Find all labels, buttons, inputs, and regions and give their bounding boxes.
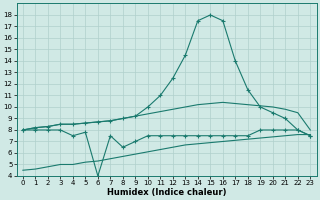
X-axis label: Humidex (Indice chaleur): Humidex (Indice chaleur) bbox=[107, 188, 226, 197]
